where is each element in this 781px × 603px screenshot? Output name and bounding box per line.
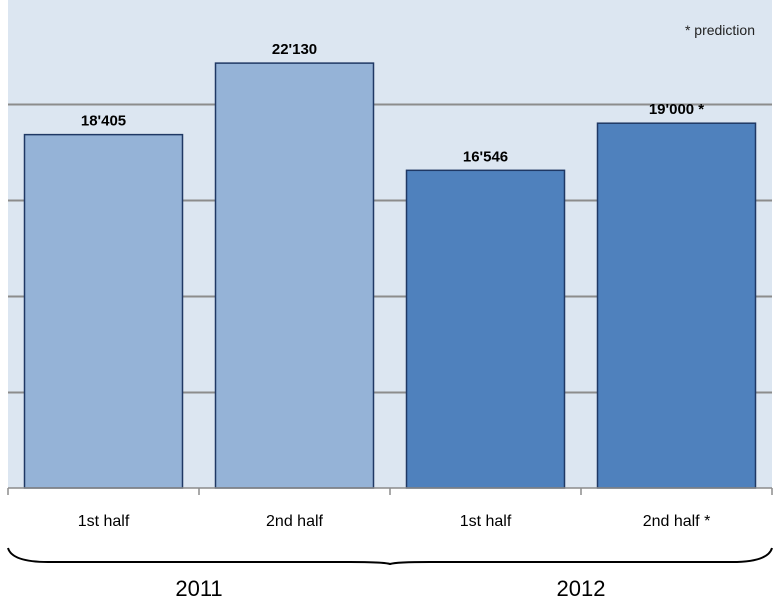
data-label: 22'130 bbox=[272, 41, 317, 58]
group-label: 2011 bbox=[175, 576, 222, 601]
data-label: 19'000 * bbox=[649, 101, 704, 118]
x-tick-label: 2nd half * bbox=[643, 513, 711, 530]
x-axis: 1st half 2nd half 1st half 2nd half * bbox=[7, 487, 773, 530]
data-label: 18'405 bbox=[81, 113, 126, 130]
bar bbox=[405, 169, 566, 489]
value-labels: 18'405 22'130 16'546 19'000 * bbox=[81, 41, 704, 165]
bar bbox=[23, 133, 184, 489]
bar bbox=[214, 62, 375, 489]
x-tick-label: 2nd half bbox=[266, 513, 323, 530]
group-label: 2012 bbox=[557, 576, 606, 601]
group-brace bbox=[7, 547, 773, 566]
x-tick-label: 1st half bbox=[78, 513, 130, 530]
data-label: 16'546 bbox=[463, 148, 508, 165]
bar bbox=[596, 122, 757, 489]
group-braces: 2011 2012 bbox=[7, 547, 773, 601]
x-tick-label: 1st half bbox=[460, 513, 512, 530]
prediction-note: * prediction bbox=[684, 22, 755, 38]
bars bbox=[23, 62, 757, 489]
